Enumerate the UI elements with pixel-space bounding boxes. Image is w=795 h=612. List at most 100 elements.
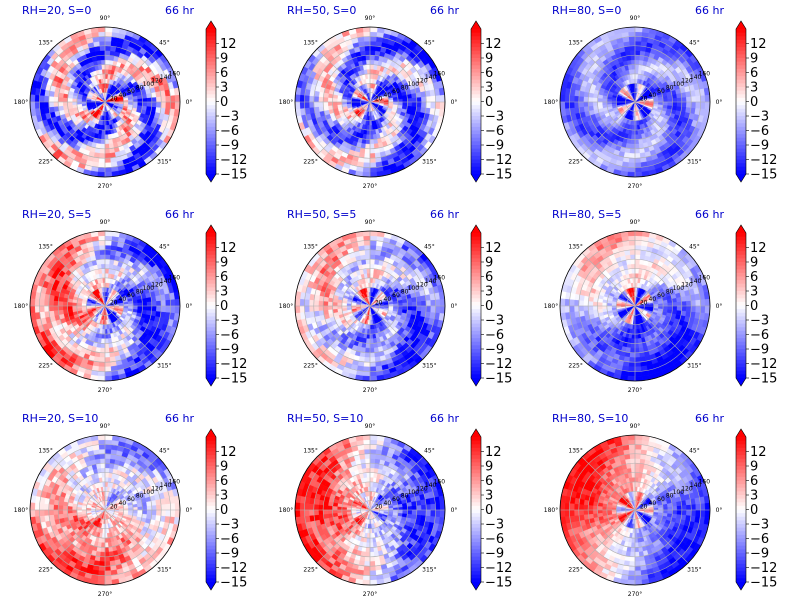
heatmap-cell — [160, 299, 167, 307]
colorbar-segment — [471, 134, 481, 139]
heatmap-cell — [43, 305, 50, 313]
heatmap-cell — [336, 98, 343, 103]
colorbar-segment — [471, 112, 481, 117]
colorbar-extend-min — [471, 174, 481, 182]
heatmap-cell — [97, 375, 106, 382]
heatmap-cell — [653, 101, 659, 105]
heatmap-cell — [365, 139, 371, 145]
heatmap-cell — [102, 324, 106, 330]
colorbar-segment — [206, 170, 216, 175]
colorbar-segment — [471, 123, 481, 128]
colorbar-segment — [206, 276, 216, 281]
heatmap-cell — [369, 282, 373, 288]
colorbar-segment — [206, 87, 216, 92]
heatmap-cell — [369, 272, 374, 279]
colorbar-segment — [206, 61, 216, 66]
colorbar-tick-label: 12 — [220, 37, 237, 52]
colorbar-segment — [471, 50, 481, 55]
heatmap-cell — [634, 139, 640, 145]
colorbar-tick-label: 12 — [220, 241, 237, 256]
heatmap-cell — [362, 31, 371, 37]
colorbar-segment — [736, 119, 746, 124]
radial-tick-label: 100 — [143, 285, 155, 292]
colorbar-segment — [736, 61, 746, 66]
radial-tick-label: 80 — [136, 289, 144, 296]
grid-spoke — [104, 101, 159, 156]
angle-tick-label: 135° — [38, 40, 52, 47]
heatmap-cell — [81, 303, 87, 307]
heatmap-cell — [416, 96, 422, 103]
heatmap-cell — [170, 298, 176, 307]
heatmap-cell — [299, 94, 305, 103]
heatmap-cell — [165, 95, 171, 103]
angle-tick-label: 180° — [544, 99, 558, 106]
heatmap-cell — [136, 104, 143, 110]
colorbar-tick-label: 6 — [220, 66, 228, 81]
colorbar-tick-label: 6 — [220, 270, 228, 285]
panel-time-label: 66 hr — [165, 4, 194, 17]
colorbar-segment — [206, 359, 216, 364]
grid-spoke — [51, 252, 106, 307]
heatmap-cell — [151, 305, 157, 312]
heatmap-cell — [146, 97, 153, 103]
heatmap-cell — [98, 366, 106, 372]
colorbar-segment — [471, 145, 481, 150]
heatmap-cell — [142, 97, 148, 103]
colorbar-segment — [736, 108, 746, 113]
colorbar-tick-label: −15 — [485, 168, 512, 183]
colorbar-segment — [206, 83, 216, 88]
heatmap-cell — [634, 171, 643, 178]
heatmap-cell — [629, 50, 636, 56]
heatmap-cell — [104, 282, 108, 288]
colorbar-segment — [736, 105, 746, 110]
colorbar-segment — [206, 262, 216, 267]
angle-tick-label: 225° — [38, 158, 52, 165]
heatmap-cell — [634, 73, 638, 79]
heatmap-cell — [98, 244, 106, 251]
radial-tick-label: 120 — [151, 281, 163, 288]
heatmap-cell — [634, 50, 641, 56]
polar-heatmap: 204060801001201401600°45°90°135°180°225°… — [544, 15, 778, 190]
heatmap-cell — [104, 272, 109, 279]
heatmap-cell — [322, 97, 329, 103]
colorbar-segment — [736, 47, 746, 52]
heatmap-cell — [100, 139, 106, 145]
heatmap-cell — [81, 99, 87, 103]
heatmap-cell — [630, 54, 636, 61]
heatmap-cell — [704, 94, 711, 103]
angle-tick-label: 270° — [98, 183, 112, 190]
colorbar-segment — [206, 90, 216, 95]
heatmap-cell — [578, 96, 584, 103]
heatmap-cell — [569, 101, 575, 109]
colorbar-segment — [471, 61, 481, 66]
heatmap-cell — [104, 249, 111, 255]
heatmap-cell — [142, 301, 148, 307]
colorbar-segment — [471, 119, 481, 124]
heatmap-cell — [104, 263, 110, 269]
heatmap-cell — [369, 139, 375, 145]
heatmap-cell — [48, 305, 54, 312]
colorbar-segment — [206, 323, 216, 328]
grid-spoke — [369, 101, 424, 156]
heatmap-cell — [123, 101, 129, 105]
heatmap-cell — [637, 64, 643, 71]
heatmap-cell — [597, 94, 604, 100]
heatmap-cell — [165, 101, 171, 109]
heatmap-cell — [388, 101, 394, 105]
heatmap-cell — [369, 143, 375, 150]
heatmap-cell — [76, 99, 82, 103]
heatmap-cell — [583, 101, 589, 108]
heatmap-cell — [97, 371, 106, 377]
colorbar-segment — [471, 94, 481, 99]
colorbar-segment — [471, 155, 481, 160]
heatmap-cell — [634, 26, 643, 33]
grid-spoke — [104, 48, 159, 103]
heatmap-cell — [367, 324, 371, 330]
colorbar-segment — [736, 126, 746, 131]
heatmap-cell — [564, 94, 570, 103]
heatmap-cell — [634, 167, 643, 173]
colorbar-segment — [471, 32, 481, 37]
angle-tick-label: 90° — [100, 15, 111, 22]
